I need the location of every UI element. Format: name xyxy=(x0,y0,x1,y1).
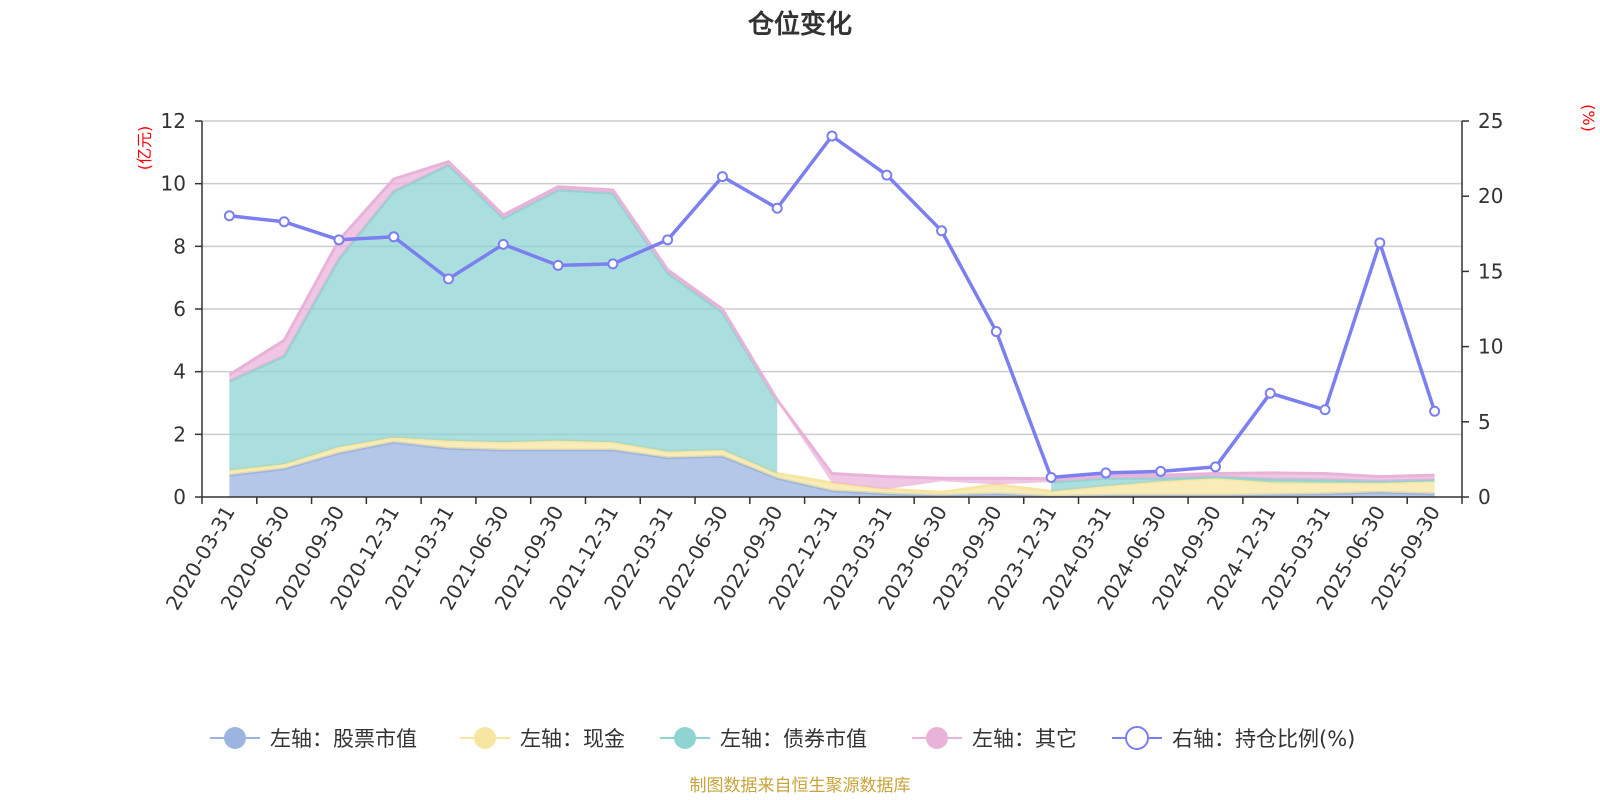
legend-label: 左轴：其它 xyxy=(972,727,1077,751)
ratio-point[interactable] xyxy=(497,238,509,250)
ratio-point[interactable] xyxy=(1045,471,1057,483)
left-tick-label: 10 xyxy=(161,172,186,196)
right-tick-label: 15 xyxy=(1478,259,1503,283)
ratio-point[interactable] xyxy=(1374,237,1386,249)
legend-marker xyxy=(926,727,948,749)
left-axis-unit: (亿元) xyxy=(135,126,154,171)
ratio-point[interactable] xyxy=(1100,467,1112,479)
legend-item[interactable]: 左轴：债券市值 xyxy=(660,727,867,751)
data-source-note: 制图数据来自恒生聚源数据库 xyxy=(690,776,911,796)
ratio-point[interactable] xyxy=(936,225,948,237)
legend-marker xyxy=(1125,726,1149,750)
ratio-point[interactable] xyxy=(278,216,290,228)
ratio-point[interactable] xyxy=(826,130,838,142)
right-tick-label: 20 xyxy=(1478,184,1503,208)
legend-marker xyxy=(224,727,246,749)
legend: 左轴：股票市值 左轴：现金 左轴：债券市值 左轴：其它 右轴：持仓比例(%) xyxy=(210,726,1355,751)
right-tick-label: 10 xyxy=(1478,335,1503,359)
ratio-point[interactable] xyxy=(1264,387,1276,399)
right-axis-unit: (%) xyxy=(1579,104,1598,132)
legend-item[interactable]: 左轴：现金 xyxy=(460,727,625,751)
legend-label: 右轴：持仓比例(%) xyxy=(1172,727,1355,751)
ratio-point[interactable] xyxy=(1429,405,1441,417)
area-左轴-债券市值 xyxy=(229,164,778,474)
ratio-point[interactable] xyxy=(771,202,783,214)
right-tick-label: 0 xyxy=(1478,485,1491,509)
legend-marker xyxy=(474,727,496,749)
ratio-point[interactable] xyxy=(607,258,619,270)
ratio-point[interactable] xyxy=(1209,461,1221,473)
area-左轴-股票市值 xyxy=(229,442,1435,497)
right-tick-label: 25 xyxy=(1478,109,1503,133)
legend-item[interactable]: 右轴：持仓比例(%) xyxy=(1112,726,1355,751)
left-tick-label: 2 xyxy=(173,422,186,446)
left-tick-label: 0 xyxy=(173,485,186,509)
ratio-point[interactable] xyxy=(662,234,674,246)
chart-title: 仓位变化 xyxy=(747,9,852,40)
stacked-areas xyxy=(228,159,1435,498)
legend-marker xyxy=(674,727,696,749)
left-tick-label: 4 xyxy=(173,360,186,384)
ratio-line-series[interactable] xyxy=(223,130,1441,483)
right-tick-label: 5 xyxy=(1478,410,1491,434)
legend-item[interactable]: 左轴：其它 xyxy=(912,727,1077,751)
area-edge-line xyxy=(228,159,1435,481)
ratio-point[interactable] xyxy=(443,273,455,285)
ratio-point[interactable] xyxy=(1319,404,1331,416)
ratio-point[interactable] xyxy=(388,231,400,243)
ratio-point[interactable] xyxy=(552,259,564,271)
left-tick-label: 6 xyxy=(173,297,186,321)
ratio-point[interactable] xyxy=(333,234,345,246)
legend-label: 左轴：现金 xyxy=(520,727,625,751)
legend-label: 左轴：债券市值 xyxy=(720,727,867,751)
left-tick-label: 8 xyxy=(173,234,186,258)
left-tick-label: 12 xyxy=(161,109,186,133)
ratio-point[interactable] xyxy=(990,326,1002,338)
ratio-point[interactable] xyxy=(223,210,235,222)
ratio-point[interactable] xyxy=(1155,465,1167,477)
legend-label: 左轴：股票市值 xyxy=(270,727,417,751)
ratio-point[interactable] xyxy=(881,169,893,181)
ratio-point[interactable] xyxy=(716,171,728,183)
legend-item[interactable]: 左轴：股票市值 xyxy=(210,727,417,751)
